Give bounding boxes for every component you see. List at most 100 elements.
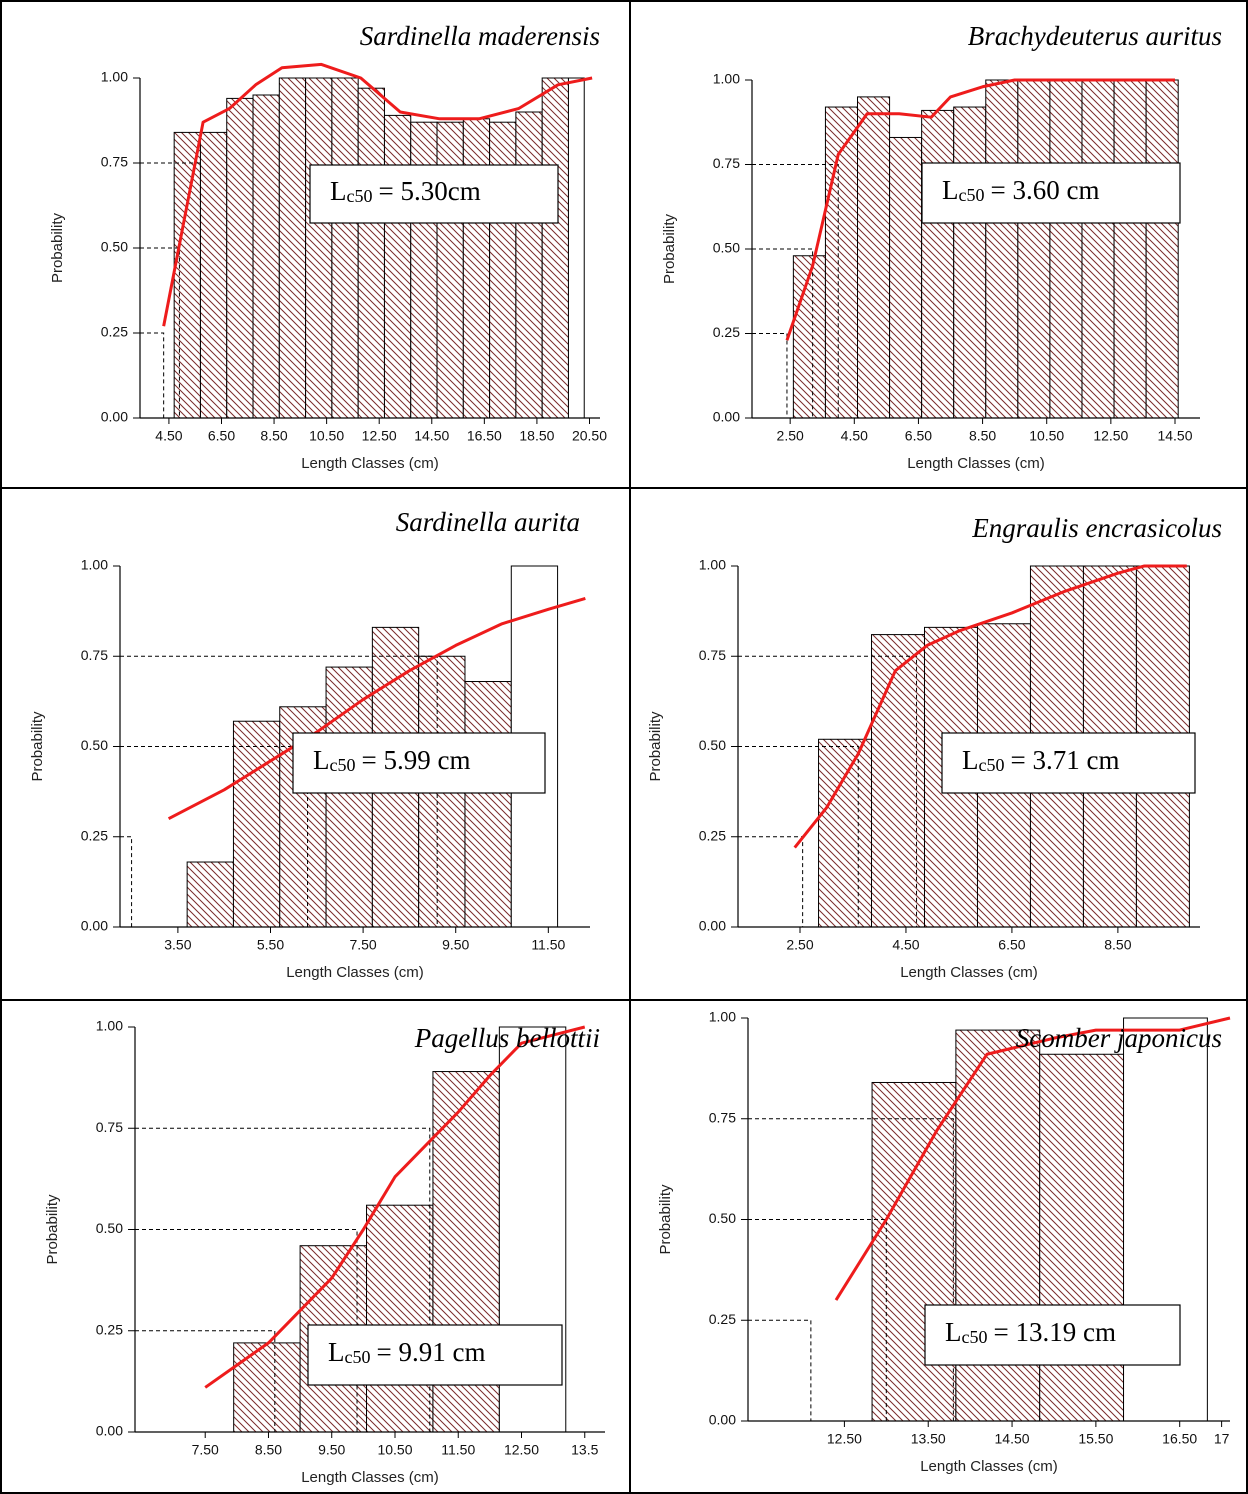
- bar: [1040, 1054, 1124, 1421]
- y-tick-label: 0.75: [699, 647, 726, 663]
- y-tick-label: 0.25: [81, 827, 108, 843]
- y-tick-label: 0.25: [699, 827, 726, 843]
- y-axis-label: Probability: [49, 212, 66, 283]
- annotation-symbol: L: [962, 745, 979, 775]
- y-tick-label: 1.00: [709, 1009, 736, 1025]
- x-tick-label: 4.50: [892, 937, 919, 953]
- chart-panel: 0.000.250.500.751.002.504.506.508.50Leng…: [647, 513, 1222, 981]
- annotation-subscript: c50: [330, 755, 356, 775]
- y-tick-label: 1.00: [81, 557, 108, 573]
- figure: 0.00 0.25 0.50 0.75 1.00 4.50 6.50 8.50 10.50 12.…: [0, 0, 1248, 1494]
- x-tick-label: 4.50: [841, 428, 868, 444]
- x-tick-label: 13.5: [571, 1442, 598, 1458]
- y-tick-label: 0.75: [101, 154, 128, 170]
- y-tick-label: 0.75: [709, 1109, 736, 1125]
- bar: [858, 97, 890, 418]
- bar: [819, 739, 872, 927]
- x-axis-label: Length Classes (cm): [301, 455, 439, 472]
- y-tick-label: 0.00: [96, 1423, 123, 1439]
- bar: [954, 107, 986, 418]
- y-tick-label: 1.00: [96, 1018, 123, 1034]
- y-tick-label: 0.75: [96, 1119, 123, 1135]
- x-tick-label: 14.50: [995, 1431, 1030, 1447]
- x-tick-label: 12.50: [362, 428, 397, 444]
- x-tick-label: 7.50: [192, 1442, 219, 1458]
- x-tick-label: 8.50: [260, 428, 287, 444]
- annotation-symbol: L: [328, 1337, 345, 1367]
- annotation-value: = 5.30cm: [379, 176, 481, 206]
- bar: [465, 682, 511, 927]
- guide-line: [140, 333, 164, 418]
- bar: [174, 132, 200, 418]
- y-tick-label: 0.00: [699, 918, 726, 934]
- bar: [332, 78, 358, 418]
- annotation-subscript: c50: [959, 185, 985, 205]
- guide-line: [120, 837, 132, 927]
- annotation-value: = 3.71 cm: [1011, 745, 1120, 775]
- x-tick-label: 13.50: [911, 1431, 946, 1447]
- chart-title: Scomber japonicus: [1016, 1023, 1222, 1053]
- bar: [279, 78, 305, 418]
- guide-line: [752, 334, 787, 419]
- x-tick-label: 14.50: [1157, 428, 1192, 444]
- y-tick-label: 0.50: [709, 1210, 736, 1226]
- y-tick-label: 1.00: [713, 71, 740, 87]
- y-tick-label: 0.50: [101, 239, 128, 255]
- x-axis-label: Length Classes (cm): [286, 964, 424, 981]
- y-axis-label: Probability: [44, 1194, 61, 1265]
- y-tick-label: 0.25: [713, 324, 740, 340]
- annotation-subscript: c50: [962, 1327, 988, 1347]
- x-tick-label: 16.50: [467, 428, 502, 444]
- bar: [1082, 80, 1114, 418]
- x-tick-label: 6.50: [208, 428, 235, 444]
- bar: [1146, 80, 1178, 418]
- x-tick-label: 10.50: [309, 428, 344, 444]
- y-tick-label: 0.50: [96, 1220, 123, 1236]
- bar: [367, 1205, 433, 1432]
- bar: [233, 721, 279, 927]
- bar: [200, 132, 226, 418]
- x-tick-label: 3.50: [164, 937, 191, 953]
- x-axis-label: Length Classes (cm): [907, 455, 1045, 472]
- annotation-value: = 9.91 cm: [377, 1337, 486, 1367]
- chart-title: Brachydeuterus auritus: [968, 21, 1222, 51]
- x-tick-label: 2.50: [777, 428, 804, 444]
- x-tick-label: 10.50: [1029, 428, 1064, 444]
- x-tick-label: 15.50: [1078, 1431, 1113, 1447]
- x-tick-label: 14.50: [414, 428, 449, 444]
- guide-line: [738, 837, 803, 927]
- y-axis-label: Probability: [647, 711, 664, 782]
- bar: [825, 107, 857, 418]
- bar: [922, 110, 954, 418]
- guide-line: [748, 1320, 811, 1421]
- guide-line: [748, 1220, 886, 1422]
- annotation-subscript: c50: [979, 755, 1005, 775]
- y-axis-label: Probability: [29, 711, 46, 782]
- y-tick-label: 1.00: [101, 69, 128, 85]
- bar: [358, 88, 384, 418]
- bar: [1114, 80, 1146, 418]
- y-tick-label: 0.25: [96, 1321, 123, 1337]
- x-tick-label: 6.50: [905, 428, 932, 444]
- x-tick-label: 18.50: [519, 428, 554, 444]
- bar: [306, 78, 332, 418]
- x-axis-label: Length Classes (cm): [920, 1458, 1058, 1475]
- annotation-symbol: L: [313, 745, 330, 775]
- x-tick-label: 4.50: [155, 428, 182, 444]
- annotation-subscript: c50: [347, 186, 373, 206]
- annotation-symbol: L: [942, 175, 959, 205]
- annotation-subscript: c50: [345, 1347, 371, 1367]
- y-tick-label: 0.00: [713, 409, 740, 425]
- x-tick-label: 2.50: [786, 937, 813, 953]
- x-tick-label: 7.50: [349, 937, 376, 953]
- x-tick-label: 6.50: [998, 937, 1025, 953]
- bar: [872, 1082, 956, 1421]
- annotation-symbol: L: [945, 1317, 962, 1347]
- bar: [890, 137, 922, 418]
- bar: [986, 80, 1018, 418]
- y-tick-label: 0.00: [709, 1412, 736, 1428]
- y-tick-label: 0.25: [709, 1311, 736, 1327]
